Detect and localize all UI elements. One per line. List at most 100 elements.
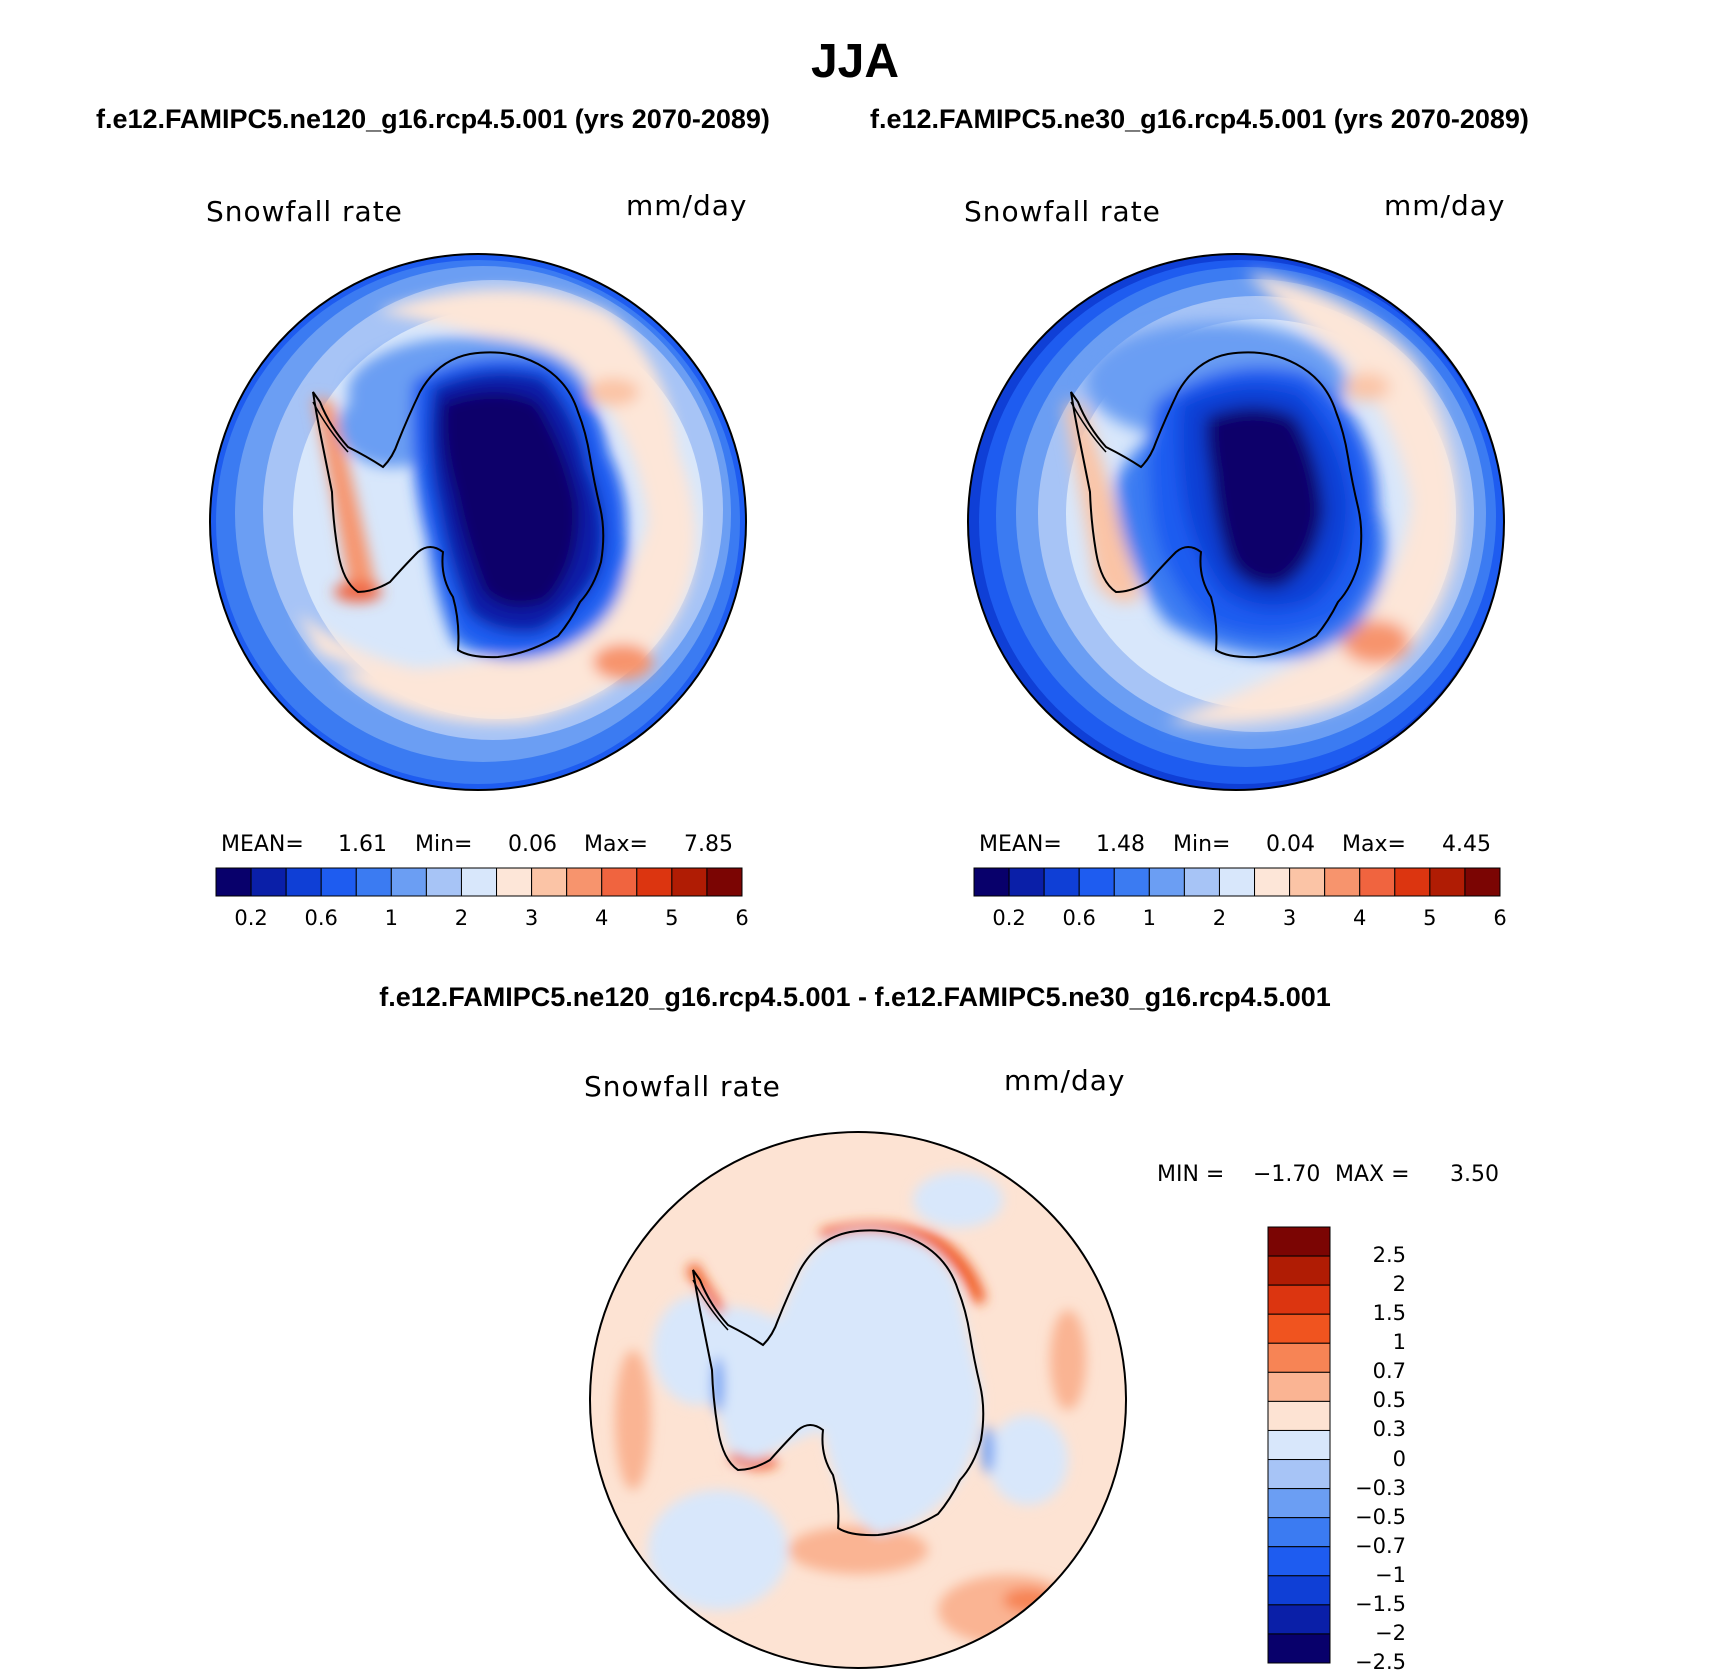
colorbar-swatch (601, 867, 638, 897)
colorbar-swatch (460, 867, 498, 897)
colorbar-tick-label: −1 (1375, 1562, 1406, 1587)
colorbar-swatch (1267, 1488, 1331, 1519)
colorbar-tick-label: −0.7 (1355, 1533, 1406, 1558)
diff-map-fields (590, 1132, 1126, 1668)
colorbar-tick-label: 3 (1282, 906, 1297, 930)
colorbar-swatch (1267, 1284, 1331, 1315)
snowfall-map-ne30 (967, 253, 1505, 791)
colorbar-tick-label: 0.5 (1372, 1388, 1406, 1413)
colorbar-swatch (1464, 867, 1501, 897)
colorbar-tick-label: 0.7 (1372, 1359, 1406, 1384)
colorbar-swatch (355, 867, 392, 897)
colorbar-tick-label: 3 (524, 906, 539, 930)
colorbar-swatch (1148, 867, 1185, 897)
colorbar-swatch (320, 867, 357, 897)
snowfall-map-ne120 (209, 253, 747, 791)
colorbar-swatch (1267, 1255, 1331, 1286)
colorbar-tick-label: 0 (1392, 1446, 1406, 1471)
colorbar-swatch (1394, 867, 1431, 897)
colorbar-tick-label: −2 (1375, 1620, 1406, 1645)
colorbar-swatch (566, 867, 603, 897)
colorbar-swatch (1289, 867, 1326, 897)
panel1-min-value: 0.06 (508, 832, 557, 857)
main-title: JJA (810, 35, 900, 88)
colorbar-swatch (973, 867, 1010, 897)
diff-max-label: MAX = (1335, 1162, 1410, 1187)
colorbar-tick-label: 1 (1142, 906, 1157, 930)
colorbar-tick-label: 4 (595, 906, 609, 930)
panel2-max-value: 4.45 (1442, 832, 1491, 857)
panel2-max-label: Max= (1342, 832, 1406, 857)
colorbar-swatch (671, 867, 708, 897)
colorbar-swatch (1043, 867, 1080, 897)
colorbar-swatch (1267, 1633, 1331, 1664)
colorbar-ne120 (215, 867, 743, 897)
colorbar-tick-label: 4 (1353, 906, 1367, 930)
colorbar-tick-label: 2 (1392, 1272, 1406, 1297)
colorbar-tick-label: 0.3 (1372, 1417, 1406, 1442)
colorbar-tick-label: 1 (1392, 1330, 1406, 1355)
colorbar-swatch (1078, 867, 1115, 897)
colorbar-tick-label: 1.5 (1372, 1301, 1406, 1326)
colorbar-swatch (636, 867, 673, 897)
colorbar-swatch (1267, 1313, 1331, 1344)
colorbar-tick-label: −0.5 (1355, 1504, 1406, 1529)
colorbar-swatch (1267, 1575, 1331, 1606)
panel2-units-label: mm/day (1384, 189, 1506, 222)
colorbar-swatch (250, 867, 287, 897)
colorbar-swatch (1267, 1226, 1331, 1257)
panel2-min-value: 0.04 (1266, 832, 1315, 857)
subtitle-left: f.e12.FAMIPC5.ne120_g16.rcp4.5.001 (yrs … (96, 104, 770, 134)
colorbar-swatch (425, 867, 462, 897)
colorbar-difference (1267, 1226, 1331, 1664)
colorbar-swatch (1324, 867, 1361, 897)
diff-min-label: MIN = (1157, 1162, 1225, 1187)
colorbar-tick-label: 2 (454, 906, 469, 930)
colorbar-tick-label: 2.5 (1372, 1243, 1406, 1268)
colorbar-tick-label: 5 (665, 906, 679, 930)
snowfall-difference-map (589, 1131, 1127, 1669)
panel1-mean-value: 1.61 (338, 832, 387, 857)
colorbar-swatch (390, 867, 427, 897)
colorbar-tick-label: 6 (735, 906, 749, 930)
colorbar-swatch (1267, 1342, 1331, 1373)
colorbar-tick-label: 1 (384, 906, 399, 930)
colorbar-swatch (706, 867, 743, 897)
colorbar-tick-label: −0.3 (1355, 1475, 1406, 1500)
panel1-max-label: Max= (584, 832, 648, 857)
colorbar-swatch (1008, 867, 1045, 897)
colorbar-ne30 (973, 867, 1501, 897)
diff-min-value: −1.70 (1253, 1162, 1321, 1187)
panel1-variable-label: Snowfall rate (206, 195, 403, 228)
colorbar-swatch (1267, 1546, 1331, 1577)
colorbar-tick-label: 0.6 (1062, 906, 1096, 930)
diff-max-value: 3.50 (1450, 1162, 1499, 1187)
panel2-variable-label: Snowfall rate (964, 195, 1161, 228)
colorbar-swatch (1183, 867, 1220, 897)
colorbar-difference-ticks: 2.5 2 1.5 1 0.7 0.5 0.3 0 −0.3 −0.5 −0.7 −1 −1.5 −2 −2… (1336, 1227, 1416, 1674)
panel1-units-label: mm/day (626, 189, 748, 222)
colorbar-tick-label: −1.5 (1355, 1591, 1406, 1616)
colorbar-tick-label: 6 (1493, 906, 1507, 930)
colorbar-ne120-ticks: 0.2 0.6 1 2 3 4 5 6 (216, 906, 748, 934)
colorbar-tick-label: 0.6 (304, 906, 338, 930)
diff-title: f.e12.FAMIPC5.ne120_g16.rcp4.5.001 - f.e… (379, 982, 1331, 1012)
map1-fields (210, 254, 746, 790)
colorbar-tick-label: −2.5 (1355, 1650, 1406, 1674)
panel2-mean-label: MEAN= (979, 832, 1062, 857)
colorbar-swatch (1113, 867, 1150, 897)
diff-variable-label: Snowfall rate (584, 1070, 781, 1103)
colorbar-swatch (1267, 1429, 1331, 1461)
colorbar-ne30-ticks: 0.2 0.6 1 2 3 4 5 6 (974, 906, 1506, 934)
colorbar-swatch (1267, 1517, 1331, 1548)
colorbar-tick-label: 5 (1423, 906, 1437, 930)
panel1-mean-label: MEAN= (221, 832, 304, 857)
diff-units-label: mm/day (1004, 1064, 1126, 1097)
map2-fields (968, 254, 1504, 790)
colorbar-swatch (1267, 1400, 1331, 1431)
subtitle-right: f.e12.FAMIPC5.ne30_g16.rcp4.5.001 (yrs 2… (870, 104, 1529, 134)
panel2-min-label: Min= (1173, 832, 1231, 857)
colorbar-swatch (285, 867, 322, 897)
colorbar-swatch (1254, 867, 1291, 897)
colorbar-tick-label: 0.2 (992, 906, 1026, 930)
